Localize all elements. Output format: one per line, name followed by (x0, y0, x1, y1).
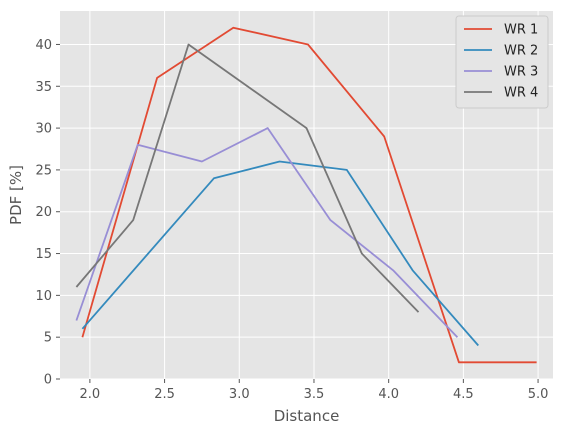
y-tick-label: 5 (44, 331, 52, 346)
y-tick-label: 0 (44, 373, 52, 388)
x-tick-label: 2.0 (80, 387, 101, 402)
series-line-wr-2 (81, 160, 479, 347)
x-axis-ticks: 2.0 2.5 3.0 3.5 4.0 4.5 5.0 (80, 379, 549, 402)
x-tick-label: 5.0 (528, 387, 549, 402)
series-line-wr-4 (75, 43, 420, 313)
legend-box (455, 15, 549, 109)
y-axis-label: PDF [%] (7, 165, 25, 225)
legend-label: WR 4 (504, 86, 538, 101)
y-tick-label: 15 (35, 247, 52, 262)
legend-label: WR 3 (504, 65, 538, 80)
y-tick-label: 30 (35, 122, 52, 137)
x-axis-label: Distance (274, 407, 340, 425)
y-tick-label: 35 (35, 80, 52, 95)
legend-label: WR 1 (504, 23, 538, 38)
legend: WR 1 WR 2 WR 3 WR 4 (455, 15, 549, 109)
series-line-wr-3 (75, 127, 459, 338)
y-tick-label: 20 (35, 205, 52, 220)
x-tick-label: 4.0 (378, 387, 399, 402)
y-tick-label: 25 (35, 163, 52, 178)
series-layer (75, 26, 537, 364)
series-line-wr-1 (81, 26, 537, 364)
y-tick-label: 40 (35, 38, 52, 53)
legend-label: WR 2 (504, 44, 538, 59)
x-tick-label: 3.0 (229, 387, 250, 402)
x-tick-label: 2.5 (154, 387, 175, 402)
y-tick-label: 10 (35, 289, 52, 304)
y-axis-ticks: 0 5 10 15 20 25 30 35 40 (35, 38, 60, 388)
x-tick-label: 3.5 (304, 387, 325, 402)
x-tick-label: 4.5 (453, 387, 474, 402)
